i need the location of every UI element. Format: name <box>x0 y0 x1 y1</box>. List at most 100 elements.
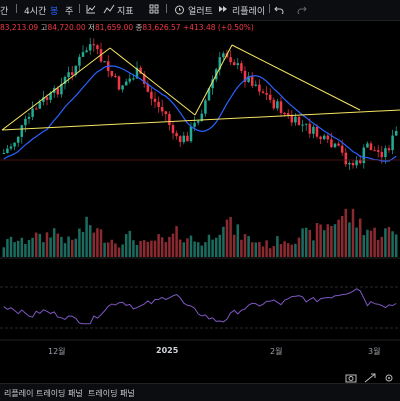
candle-body <box>268 94 272 100</box>
volume-bar <box>168 236 171 257</box>
volume-bar <box>153 240 157 257</box>
close-prefix: 종 <box>135 23 143 32</box>
volume-bar <box>117 247 121 257</box>
indicators-button[interactable]: 지표 <box>117 7 134 17</box>
volume-bar <box>207 234 211 257</box>
chart-style-button[interactable]: 봉 <box>50 7 59 17</box>
candle-body <box>369 143 373 151</box>
volume-bar <box>9 236 13 257</box>
candle-body <box>168 113 171 126</box>
candle-body <box>373 150 376 152</box>
alarm-clock-icon[interactable] <box>174 4 185 15</box>
toolbar-divider-2: | <box>78 4 82 14</box>
candle-body <box>78 56 81 66</box>
candle-body <box>193 122 196 127</box>
candle-body <box>319 136 322 140</box>
alert-button[interactable]: 얼러트 <box>188 7 213 17</box>
replay-icon[interactable] <box>218 4 228 15</box>
candle-body <box>333 143 337 148</box>
volume-bar <box>387 226 391 257</box>
settings-gear-icon[interactable] <box>384 373 394 385</box>
volume-bar <box>16 240 20 257</box>
screenshot-icon[interactable] <box>345 373 357 385</box>
candle-body <box>358 159 362 164</box>
volume-bar <box>243 234 247 257</box>
candle-body <box>124 81 128 86</box>
candle-body <box>279 101 283 113</box>
indicators-icon[interactable] <box>103 4 115 15</box>
candle-body <box>74 65 78 75</box>
volume-bar <box>272 246 276 257</box>
candle-body <box>38 101 42 109</box>
volume-bar <box>63 243 67 257</box>
volume-bar <box>204 242 207 257</box>
candle-body <box>355 159 358 166</box>
candle-body <box>153 98 157 102</box>
candle-body <box>146 83 150 92</box>
volume-bar <box>351 208 355 257</box>
volume-bar <box>31 237 34 257</box>
volume-bar <box>384 228 387 257</box>
volume-bar <box>326 224 330 257</box>
candle-body <box>150 91 153 99</box>
low-prefix: 저 <box>88 23 95 32</box>
chart-canvas[interactable] <box>0 0 400 383</box>
candle-body <box>247 76 250 83</box>
candle-body <box>322 135 326 140</box>
candle-body <box>110 71 114 76</box>
volume-bar <box>330 226 333 257</box>
candle-body <box>175 133 178 137</box>
volume-bar <box>232 234 236 257</box>
symbol-fragment[interactable]: 간 <box>0 7 9 17</box>
volume-bar <box>200 245 204 257</box>
candle-body <box>196 121 200 123</box>
volume-bar <box>376 239 380 257</box>
volume-bar <box>2 247 6 257</box>
candle-body <box>304 123 308 125</box>
candle-body <box>88 44 92 51</box>
candle-body <box>387 148 391 151</box>
chart-style-icon[interactable] <box>86 4 96 15</box>
x-tick-label-0: 12월 <box>48 347 66 356</box>
volume-bar <box>171 233 175 257</box>
pattern-segment <box>1 47 111 131</box>
toolbar-divider: | <box>15 4 19 14</box>
interval-button[interactable]: 4시간 <box>24 7 47 17</box>
candle-body <box>189 126 193 142</box>
bottom-panel: 리플레이 트레이딩 패널 트레이딩 패널 <box>0 383 400 401</box>
volume-bar <box>45 232 49 257</box>
expand-icon[interactable] <box>364 373 376 385</box>
replay-trading-panel-tab[interactable]: 리플레이 트레이딩 패널 <box>4 389 83 398</box>
volume-bar <box>24 243 27 257</box>
candle-body <box>261 91 265 93</box>
volume-bar <box>106 242 110 257</box>
open-value: 83,213.09 <box>0 23 39 32</box>
candle-body <box>337 143 340 146</box>
candle-body <box>42 97 45 102</box>
volume-bar <box>139 240 142 257</box>
change-value: +413.48 (+0.50%) <box>182 23 254 32</box>
trading-panel-tab[interactable]: 트레이딩 패널 <box>88 389 135 398</box>
candle-body <box>366 143 369 148</box>
candle-body <box>186 135 189 142</box>
candle-body <box>204 100 207 114</box>
candle-body <box>294 116 297 123</box>
volume-bar <box>337 219 340 257</box>
templates-grid-icon[interactable] <box>149 4 159 15</box>
x-tick-label-2: 2월 <box>270 347 283 356</box>
volume-bar <box>312 240 315 257</box>
candle-body <box>211 79 214 89</box>
volume-bar <box>218 234 222 257</box>
volume-bar <box>304 227 308 257</box>
volume-bar <box>186 238 189 257</box>
volume-bar <box>319 224 322 257</box>
replay-button[interactable]: 리플레이 <box>232 7 266 17</box>
volume-bar <box>78 228 81 257</box>
period-button[interactable]: 주 <box>65 7 74 17</box>
volume-bar <box>225 219 229 257</box>
candle-body <box>85 50 88 53</box>
candle-body <box>9 146 13 149</box>
volume-bar <box>103 242 106 257</box>
volume-bar <box>355 227 358 257</box>
volume-bar <box>290 244 294 257</box>
